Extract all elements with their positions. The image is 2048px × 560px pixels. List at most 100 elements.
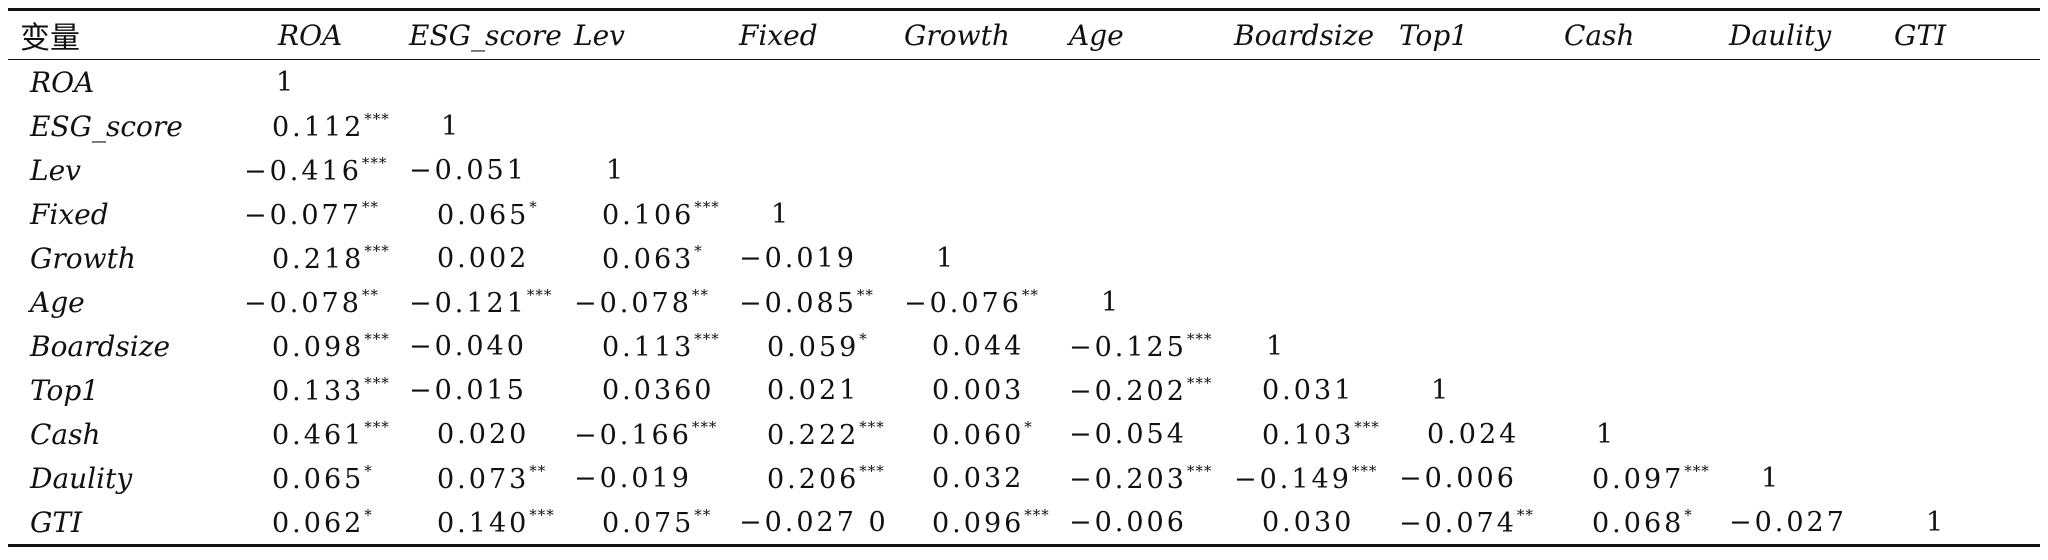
cell-value: 0.002 bbox=[437, 242, 530, 274]
table-row: Age −0.078** −0.121*** −0.078** −0.085** −0.0… bbox=[8, 280, 2040, 324]
table-cell bbox=[1069, 148, 1234, 192]
cell-value: −0.149 bbox=[1234, 463, 1352, 495]
table-cell: −0.203*** bbox=[1069, 456, 1234, 500]
table-cell: 0.030 bbox=[1234, 500, 1399, 546]
cell-value: 1 bbox=[1431, 374, 1452, 406]
significance-stars: *** bbox=[364, 329, 390, 348]
table-body: ROA 1 ESG_score 0.112*** 1 Lev −0.416*** −0.051… bbox=[8, 60, 2040, 546]
table-cell bbox=[1894, 104, 2040, 148]
cell-value: 1 bbox=[936, 242, 957, 274]
significance-stars: ** bbox=[361, 197, 379, 216]
table-cell bbox=[904, 104, 1069, 148]
table-cell bbox=[1069, 236, 1234, 280]
cell-value: 0.020 bbox=[437, 418, 530, 450]
column-header: Lev bbox=[574, 18, 625, 52]
table-cell bbox=[1729, 60, 1894, 105]
table-cell bbox=[1564, 324, 1729, 368]
table-cell: −0.076** bbox=[904, 280, 1069, 324]
table-cell bbox=[1729, 368, 1894, 412]
cell-value: 0.106 bbox=[602, 199, 695, 231]
cell-value: 0.075 bbox=[602, 507, 695, 539]
cell-value: 0.032 bbox=[932, 462, 1025, 494]
significance-stars: * bbox=[1684, 505, 1693, 524]
table-cell: −0.149*** bbox=[1234, 456, 1399, 500]
cell-value: 0.021 bbox=[767, 374, 860, 406]
table-cell: 0.097*** bbox=[1564, 456, 1729, 500]
cell-value: −0.040 bbox=[409, 330, 527, 362]
table-cell: −0.202*** bbox=[1069, 368, 1234, 412]
column-header: Fixed bbox=[739, 18, 818, 52]
table-cell: 0.075** bbox=[574, 500, 739, 546]
significance-stars: *** bbox=[526, 285, 553, 304]
cell-value: 0.218 bbox=[272, 243, 365, 275]
cell-value: −0.006 bbox=[1069, 506, 1187, 538]
table-cell: 1 bbox=[739, 192, 904, 236]
cell-value: 0.113 bbox=[602, 331, 695, 363]
significance-stars: *** bbox=[529, 505, 555, 524]
table-cell: −0.166*** bbox=[574, 412, 739, 456]
significance-stars: *** bbox=[1186, 461, 1213, 480]
table-cell: 0.003 bbox=[904, 368, 1069, 412]
table-cell bbox=[1234, 192, 1399, 236]
significance-stars: * bbox=[694, 241, 703, 260]
table-cell: −0.019 bbox=[574, 456, 739, 500]
table-cell: 0.206*** bbox=[739, 456, 904, 500]
significance-stars: *** bbox=[364, 241, 390, 260]
table-cell: −0.077** bbox=[244, 192, 409, 236]
table-cell bbox=[1729, 104, 1894, 148]
table-row: ESG_score 0.112*** 1 bbox=[8, 104, 2040, 148]
table-cell: 1 bbox=[1399, 368, 1564, 412]
table-row: Fixed −0.077** 0.065* 0.106*** 1 bbox=[8, 192, 2040, 236]
table-cell bbox=[1729, 148, 1894, 192]
cell-value: 0.059 bbox=[767, 331, 860, 363]
cell-value: 0.103 bbox=[1262, 419, 1355, 451]
table-cell bbox=[1399, 192, 1564, 236]
significance-stars: * bbox=[364, 505, 373, 524]
row-label: Growth bbox=[30, 241, 136, 275]
cell-value: −0.121 bbox=[409, 287, 527, 319]
table-cell: 0.461*** bbox=[244, 412, 409, 456]
table-cell: 0.073** bbox=[409, 456, 574, 500]
cell-value: −0.006 bbox=[1399, 462, 1517, 494]
table-cell: −0.125*** bbox=[1069, 324, 1234, 368]
table-row: GTI 0.062* 0.140*** 0.075** −0.027 0 0.096***… bbox=[8, 500, 2040, 546]
table-cell: 1 bbox=[1894, 500, 2040, 546]
cell-value: 1 bbox=[771, 198, 792, 230]
cell-value: −0.416 bbox=[244, 155, 362, 187]
table-cell: −0.027 bbox=[1729, 500, 1894, 546]
significance-stars: *** bbox=[364, 417, 390, 436]
table-cell bbox=[1234, 60, 1399, 105]
cell-value: 0.096 bbox=[932, 507, 1025, 539]
table-cell bbox=[1894, 192, 2040, 236]
row-label: Fixed bbox=[30, 197, 109, 231]
table-cell: 0.031 bbox=[1234, 368, 1399, 412]
cell-value: 0.031 bbox=[1262, 374, 1355, 406]
cell-value: −0.019 bbox=[739, 242, 857, 274]
cell-value: 1 bbox=[606, 154, 627, 186]
table-cell: 0.002 bbox=[409, 236, 574, 280]
table-cell bbox=[739, 104, 904, 148]
cell-value: 0.062 bbox=[272, 507, 365, 539]
column-header: Top1 bbox=[1399, 18, 1469, 52]
cell-value: −0.078 bbox=[574, 287, 692, 319]
cell-value: −0.076 bbox=[904, 287, 1022, 319]
table-cell: 0.021 bbox=[739, 368, 904, 412]
row-label: Boardsize bbox=[30, 329, 171, 363]
column-header: Boardsize bbox=[1234, 18, 1375, 52]
cell-value: 0.140 bbox=[437, 507, 530, 539]
table-cell bbox=[1729, 324, 1894, 368]
cell-value: 1 bbox=[1761, 462, 1782, 494]
table-cell bbox=[1729, 192, 1894, 236]
row-label: Cash bbox=[30, 417, 101, 451]
significance-stars: ** bbox=[856, 285, 874, 304]
table-cell bbox=[1894, 412, 2040, 456]
row-label: GTI bbox=[30, 505, 83, 539]
column-header: Daulity bbox=[1729, 18, 1832, 52]
table-cell bbox=[1564, 148, 1729, 192]
correlation-table-container: 变量 ROA ESG_score Lev Fixed Growth Age Bo… bbox=[8, 8, 2040, 547]
significance-stars: * bbox=[364, 461, 373, 480]
table-cell: −0.078** bbox=[244, 280, 409, 324]
row-label: ROA bbox=[30, 65, 95, 99]
table-cell bbox=[1894, 324, 2040, 368]
significance-stars: *** bbox=[859, 417, 885, 436]
